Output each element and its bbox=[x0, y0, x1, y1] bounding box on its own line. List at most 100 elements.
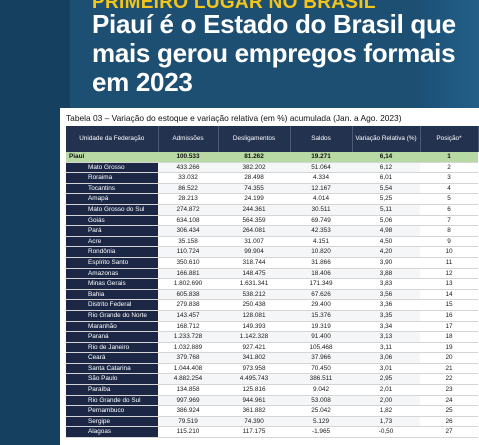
col-unidade-cell: São Paulo bbox=[66, 373, 158, 386]
table-row: Bahia 605.838 538.212 67.626 3,56 14 bbox=[66, 289, 478, 301]
col-saldos-cell: 105.468 bbox=[290, 342, 352, 354]
col-desligamentos-cell: 148.475 bbox=[218, 268, 290, 280]
col-desligamentos-cell: 1.631.341 bbox=[218, 278, 290, 290]
col-saldos-cell: 4.014 bbox=[290, 193, 352, 205]
col-desligamentos-cell: 99.904 bbox=[218, 246, 290, 258]
col-variacao-cell: 6,01 bbox=[352, 172, 420, 184]
table-row: Tocantins 86.522 74.355 12.167 5,54 4 bbox=[66, 183, 478, 195]
table-row: Piauí 100.533 81.262 19.271 6,14 1 bbox=[66, 152, 478, 163]
col-variacao-cell: 2,01 bbox=[352, 384, 420, 396]
col-unidade-cell: Pará bbox=[66, 225, 158, 237]
col-admissoes-cell: 35.158 bbox=[158, 236, 218, 248]
col-saldos-cell: 42.353 bbox=[290, 225, 352, 237]
col-desligamentos-cell: 538.212 bbox=[218, 289, 290, 301]
col-admissoes-cell: 79.519 bbox=[158, 416, 218, 428]
col-desligamentos-cell: 264.081 bbox=[218, 225, 290, 237]
col-posicao-cell: 24 bbox=[420, 395, 478, 407]
col-variacao-cell: 1,73 bbox=[352, 416, 420, 428]
col-variacao-cell: 6,14 bbox=[352, 152, 420, 163]
col-unidade-cell: Rondônia bbox=[66, 246, 158, 258]
col-admissoes-cell: 279.838 bbox=[158, 299, 218, 311]
col-admissoes-cell: 115.210 bbox=[158, 426, 218, 439]
col-saldos-cell: 4.151 bbox=[290, 236, 352, 248]
col-admissoes-cell: 86.522 bbox=[158, 183, 218, 195]
table-row: Acre 35.158 31.007 4.151 4,50 9 bbox=[66, 236, 478, 248]
col-admissoes-cell: 143.457 bbox=[158, 310, 218, 322]
col-admissoes-cell: 33.032 bbox=[158, 172, 218, 184]
col-posicao-cell: 8 bbox=[420, 225, 478, 237]
col-variacao-cell: 3,01 bbox=[352, 363, 420, 375]
table-row: Maranhão 168.712 149.393 19.319 3,34 17 bbox=[66, 321, 478, 333]
table-row: Minas Gerais 1.802.690 1.631.341 171.349 3,8… bbox=[66, 278, 478, 290]
col-posicao-cell: 23 bbox=[420, 384, 478, 396]
col-variacao-cell: 4,50 bbox=[352, 236, 420, 248]
col-saldos-cell: 9.042 bbox=[290, 384, 352, 396]
col-admissoes-cell: 168.712 bbox=[158, 321, 218, 333]
table-row: Distrito Federal 279.838 250.438 29.400 3,36… bbox=[66, 299, 478, 311]
col-desligamentos-cell: 81.262 bbox=[218, 152, 290, 163]
col-desligamentos-cell: 361.882 bbox=[218, 405, 290, 417]
col-variacao-cell: -0,50 bbox=[352, 426, 420, 439]
col-admissoes-cell: 605.838 bbox=[158, 289, 218, 301]
col-posicao-cell: 22 bbox=[420, 373, 478, 386]
table-document: Tabela 03 – Variação do estoque e variaç… bbox=[60, 108, 479, 445]
col-saldos-cell: 19.271 bbox=[290, 152, 352, 163]
table-row: Amazonas 166.881 148.475 18.406 3,88 12 bbox=[66, 268, 478, 280]
table-row: Paraná 1.233.728 1.142.328 91.400 3,13 18 bbox=[66, 331, 478, 343]
col-desligamentos-cell: 973.958 bbox=[218, 363, 290, 375]
col-desligamentos-cell: 74.390 bbox=[218, 416, 290, 428]
col-saldos-cell: 51.064 bbox=[290, 162, 352, 174]
col-unidade-cell: Espírito Santo bbox=[66, 257, 158, 269]
col-admissoes-cell: 100.533 bbox=[158, 152, 218, 163]
col-posicao-cell: 4 bbox=[420, 183, 478, 195]
table-row: Rio de Janeiro 1.032.889 927.421 105.468 3,1… bbox=[66, 342, 478, 354]
col-saldos-cell: -1.965 bbox=[290, 426, 352, 439]
col-variacao-cell: 3,90 bbox=[352, 257, 420, 269]
col-variacao-cell: 5,06 bbox=[352, 215, 420, 227]
col-saldos-cell: 18.406 bbox=[290, 268, 352, 280]
col-variacao-cell: 5,54 bbox=[352, 183, 420, 195]
col-unidade-cell: Goiás bbox=[66, 215, 158, 227]
col-desligamentos-cell: 128.081 bbox=[218, 310, 290, 322]
col-unidade-cell: Alagoas bbox=[66, 426, 158, 439]
col-desligamentos-cell: 31.007 bbox=[218, 236, 290, 248]
col-posicao-cell: 2 bbox=[420, 162, 478, 174]
col-admissoes-cell: 433.266 bbox=[158, 162, 218, 174]
col-variacao-cell: 5,11 bbox=[352, 204, 420, 216]
col-unidade-cell: Paraíba bbox=[66, 384, 158, 396]
col-saldos-cell: 5.129 bbox=[290, 416, 352, 428]
col-unidade-cell: Amapá bbox=[66, 193, 158, 205]
employment-table: Unidade da Federação Admissões Desligament… bbox=[66, 126, 479, 439]
col-saldos-cell: 69.749 bbox=[290, 215, 352, 227]
col-posicao-cell: 12 bbox=[420, 268, 478, 280]
col-variacao-cell: 3,35 bbox=[352, 310, 420, 322]
col-admissoes-cell: 1.032.889 bbox=[158, 342, 218, 354]
col-admissoes-cell: 4.882.254 bbox=[158, 373, 218, 386]
col-posicao-cell: 13 bbox=[420, 278, 478, 290]
col-posicao-cell: 3 bbox=[420, 172, 478, 184]
col-variacao-cell: 4,98 bbox=[352, 225, 420, 237]
col-posicao-cell: 14 bbox=[420, 289, 478, 301]
col-unidade-cell: Paraná bbox=[66, 331, 158, 343]
col-saldos-cell: 31.866 bbox=[290, 257, 352, 269]
col-saldos-cell: 91.400 bbox=[290, 331, 352, 343]
col-unidade-cell: Sergipe bbox=[66, 416, 158, 428]
table-body: Piauí 100.533 81.262 19.271 6,14 1 Mato Grosso… bbox=[66, 152, 478, 439]
col-saldos-cell: 19.319 bbox=[290, 321, 352, 333]
col-saldos-cell: 29.400 bbox=[290, 299, 352, 311]
table-row: Rio Grande do Sul 997.969 944.961 53.008 2,0… bbox=[66, 395, 478, 407]
col-desligamentos-cell: 74.355 bbox=[218, 183, 290, 195]
col-unidade-header: Unidade da Federação bbox=[66, 126, 159, 152]
col-posicao-cell: 11 bbox=[420, 257, 478, 269]
table-row: Roraima 33.032 28.498 4.334 6,01 3 bbox=[66, 172, 478, 184]
col-posicao-cell: 27 bbox=[420, 426, 478, 439]
col-posicao-header: Posição* bbox=[420, 126, 479, 152]
col-admissoes-cell: 110.724 bbox=[158, 246, 218, 258]
col-desligamentos-cell: 24.199 bbox=[218, 193, 290, 205]
col-posicao-cell: 5 bbox=[420, 193, 478, 205]
table-row: Pernambuco 386.924 361.882 25.042 1,82 25 bbox=[66, 405, 478, 417]
col-variacao-cell: 6,12 bbox=[352, 162, 420, 174]
col-desligamentos-cell: 341.802 bbox=[218, 352, 290, 364]
headline: Piauí é o Estado do Brasil que mais gero… bbox=[92, 9, 456, 97]
col-desligamentos-cell: 318.744 bbox=[218, 257, 290, 269]
